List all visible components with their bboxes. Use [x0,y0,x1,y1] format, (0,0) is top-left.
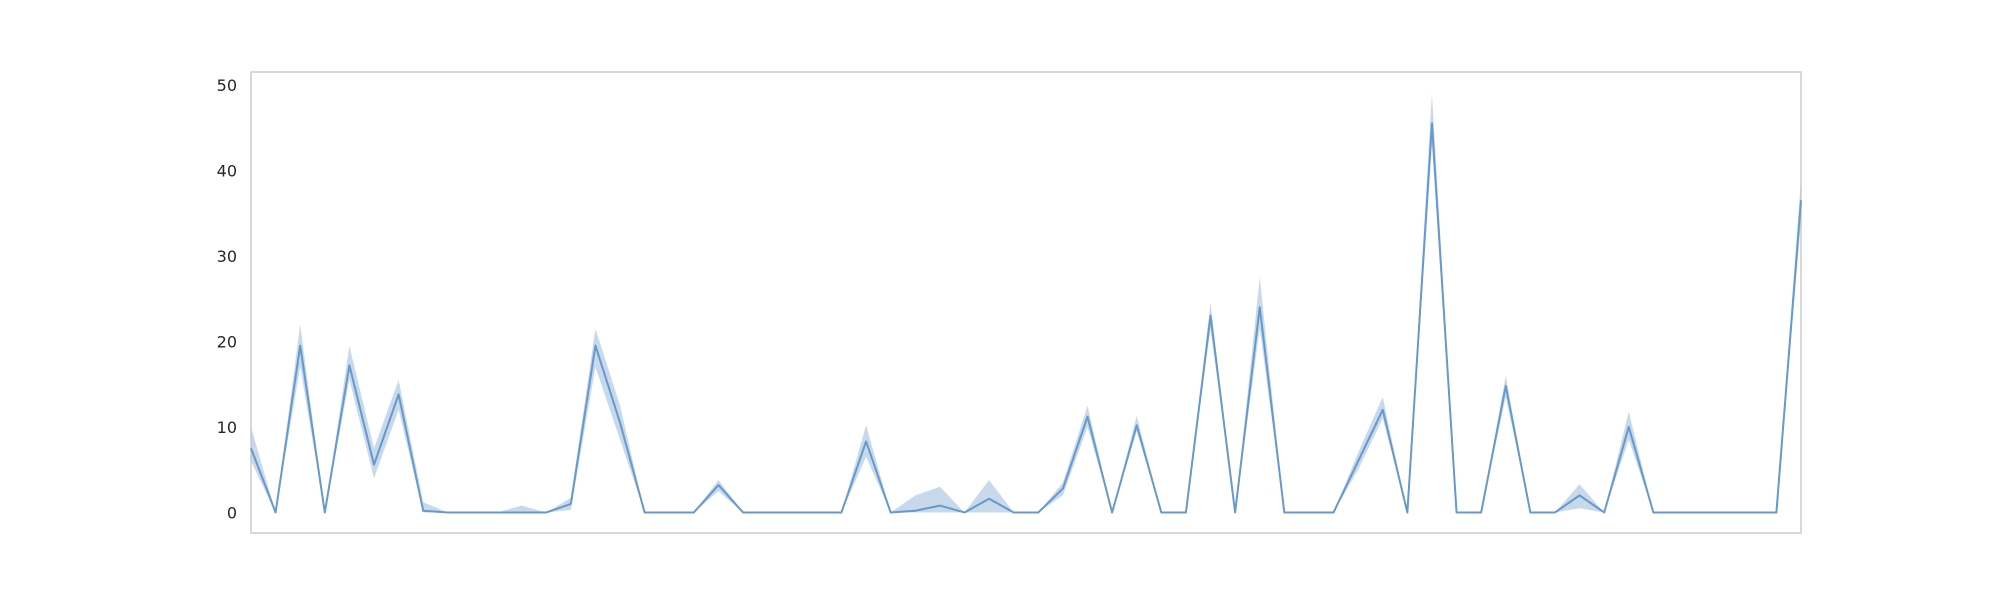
y-tick-label: 0 [227,503,237,522]
y-tick-label: 40 [217,161,237,180]
y-tick-label: 50 [217,76,237,95]
series-line [250,122,1802,514]
y-tick-label: 20 [217,332,237,351]
y-tick-label: 30 [217,247,237,266]
y-axis-ticks: 0 10 20 30 40 50 [217,76,237,523]
series-line-layer [250,122,1802,514]
y-tick-label: 10 [217,418,237,437]
plot-frame [250,71,1802,534]
